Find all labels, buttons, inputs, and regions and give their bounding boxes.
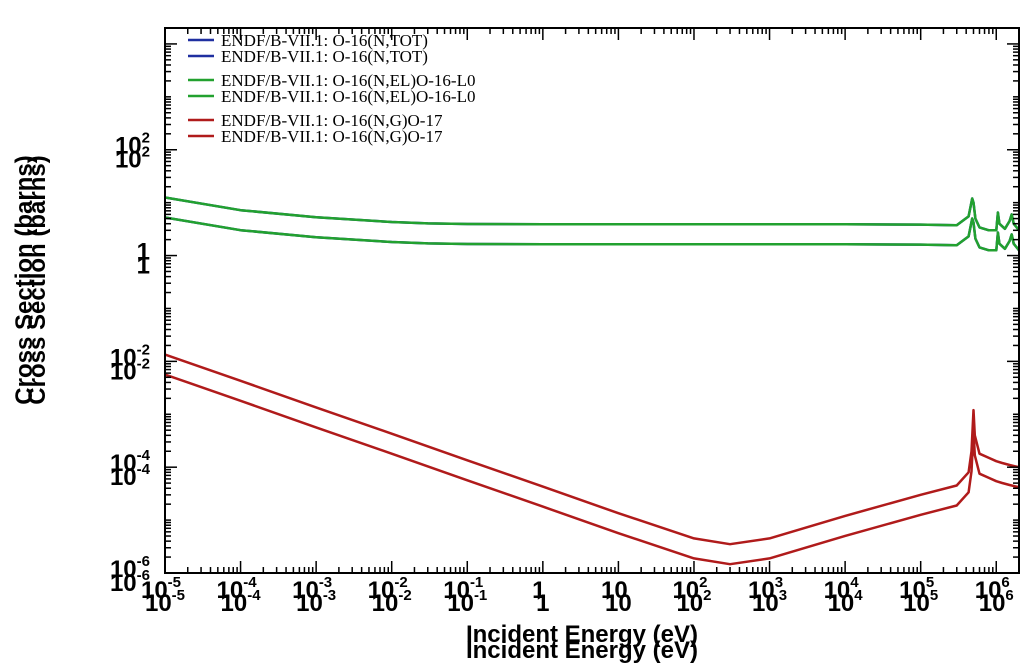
x-tick-label-shadow: 106 (979, 587, 1014, 617)
y-tick-label: 10-4 (110, 447, 151, 477)
plot-frame (164, 27, 1020, 574)
x-tick-label-shadow: 103 (752, 587, 787, 617)
x-tick-label-shadow: 102 (676, 587, 711, 617)
x-tick-label: 10-5 (141, 574, 181, 604)
legend: ENDF/B-VII.1: O-16(N,TOT)ENDF/B-VII.1: O… (188, 31, 475, 146)
y-tick-label: 1 (137, 239, 150, 266)
x-tick-label-shadow: 1 (536, 590, 549, 617)
y-tick-label: 102 (115, 130, 150, 160)
series-line-1-shadow (165, 216, 1019, 252)
legend-label-2: ENDF/B-VII.1: O-16(N,G)O-17 (221, 111, 443, 130)
legend-label-2-shadow: ENDF/B-VII.1: O-16(N,G)O-17 (221, 127, 443, 146)
x-tick-label-shadow: 104 (828, 587, 864, 617)
legend-label-0-shadow: ENDF/B-VII.1: O-16(N,TOT) (221, 47, 428, 66)
y-tick-label: 10-6 (110, 553, 150, 583)
x-tick-label-shadow: 10-5 (145, 587, 185, 617)
series-layer (165, 196, 1019, 566)
legend-label-0: ENDF/B-VII.1: O-16(N,TOT) (221, 31, 428, 50)
x-tick-label-shadow: 10-3 (296, 587, 336, 617)
series-line-2-shadow (165, 373, 1019, 566)
y-tick-label-shadow: 1 (137, 253, 150, 280)
y-tick-label-shadow: 10-6 (110, 567, 150, 597)
x-tick-label: 10-2 (368, 574, 408, 604)
tick-layer (164, 27, 1020, 574)
x-tick-label-shadow: 10-1 (447, 587, 487, 617)
legend-label-1-shadow: ENDF/B-VII.1: O-16(N,EL)O-16-L0 (221, 87, 475, 106)
y-axis-title-shadow: Cross Section (barns) (24, 155, 51, 404)
y-tick-label-shadow: 102 (115, 144, 150, 174)
x-tick-label: 10 (601, 577, 628, 604)
legend-label-1: ENDF/B-VII.1: O-16(N,EL)O-16-L0 (221, 71, 475, 90)
x-tick-label: 103 (748, 574, 783, 604)
x-tick-label-shadow: 10-2 (372, 587, 412, 617)
x-axis-title-shadow: Incident Energy (eV) (466, 637, 698, 664)
series-line-1 (165, 196, 1019, 232)
x-axis-title: Incident Energy (eV) (466, 621, 698, 648)
x-tick-label: 10-1 (443, 574, 483, 604)
y-tick-label-shadow: 10-2 (110, 355, 150, 385)
x-tick-label-shadow: 105 (903, 587, 938, 617)
x-tick-label-shadow: 10-4 (221, 587, 262, 617)
x-tick-label: 1 (532, 577, 545, 604)
x-tick-label: 10-4 (217, 574, 258, 604)
y-axis-title: Cross Section (barns) (11, 155, 38, 404)
x-tick-label: 102 (672, 574, 707, 604)
x-tick-label: 106 (975, 574, 1010, 604)
x-tick-label-shadow: 10 (605, 590, 632, 617)
x-tick-label: 105 (899, 574, 934, 604)
series-line-2 (165, 353, 1019, 546)
x-tick-label: 104 (824, 574, 860, 604)
x-tick-label: 10-3 (292, 574, 332, 604)
y-tick-label: 10-2 (110, 341, 150, 371)
label-layer: 10-510-5 10-410-4 10-310-3 10-210-2 10-110-1… (110, 130, 1014, 617)
y-tick-label-shadow: 10-4 (110, 461, 151, 491)
